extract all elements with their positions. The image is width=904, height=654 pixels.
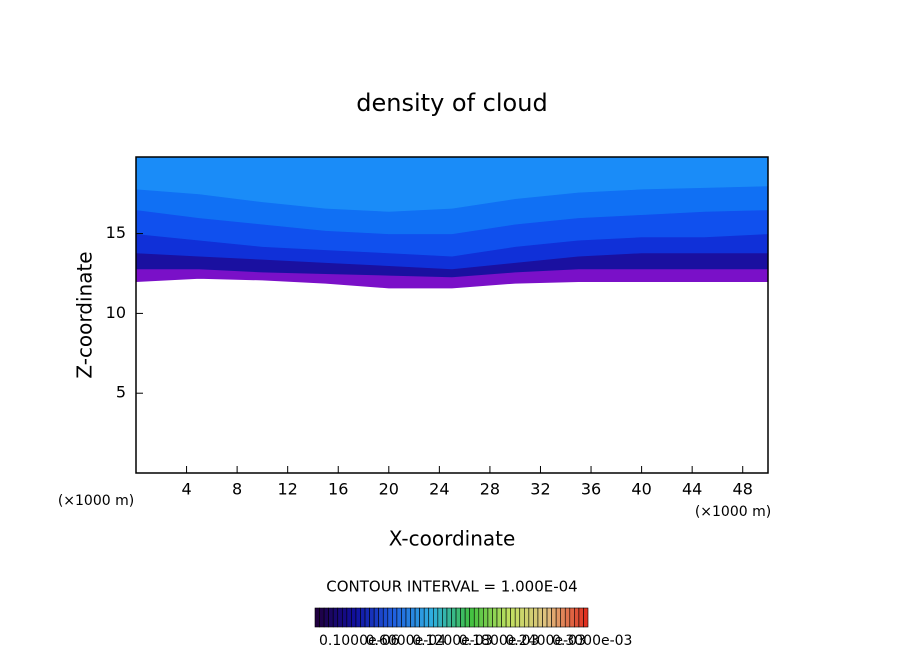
- colorbar-label: 0.6000e-04: [366, 633, 447, 649]
- colorbar-swatch: [501, 607, 507, 628]
- colorbar-swatch: [392, 607, 398, 628]
- y-tick-label: 10: [106, 303, 126, 322]
- colorbar-swatch: [555, 607, 562, 628]
- x-unit-label: (×1000 m): [695, 504, 771, 520]
- colorbar-swatch: [523, 607, 530, 628]
- colorbar-swatch: [464, 607, 470, 628]
- colorbar-swatch: [446, 607, 452, 628]
- x-tick-label: 20: [379, 480, 399, 499]
- colorbar-swatch: [419, 607, 425, 628]
- y-axis-label: Z-coordinate: [73, 251, 97, 378]
- colorbar-swatch: [451, 607, 457, 628]
- colorbar-swatch: [360, 607, 366, 628]
- chart-title: density of cloud: [356, 89, 547, 117]
- colorbar-swatch: [396, 607, 402, 628]
- colorbar-swatch: [442, 607, 448, 628]
- x-tick-label: 48: [733, 480, 753, 499]
- colorbar-swatch: [323, 607, 329, 628]
- colorbar-swatch: [478, 607, 484, 628]
- colorbar-swatch: [492, 607, 498, 628]
- x-tick-label: 28: [480, 480, 500, 499]
- x-tick-label: 16: [328, 480, 348, 499]
- colorbar-swatch: [578, 607, 584, 628]
- colorbar-swatch: [483, 607, 489, 628]
- colorbar-swatch: [373, 607, 379, 628]
- colorbar-swatch: [423, 607, 430, 628]
- colorbar-swatch: [560, 607, 566, 628]
- colorbar-swatch: [583, 607, 589, 628]
- x-tick-label: 40: [631, 480, 651, 499]
- colorbar-swatch: [487, 607, 493, 628]
- colorbar-swatch: [401, 607, 407, 628]
- colorbar-swatch: [437, 607, 443, 628]
- x-tick-label: 8: [232, 480, 242, 499]
- colorbar-swatch: [387, 607, 393, 628]
- colorbar-label: 0.2400e-03: [505, 633, 585, 649]
- colorbar-swatch: [319, 607, 325, 628]
- colorbar-label: 0.1000e-06: [319, 633, 400, 649]
- colorbar-swatch: [533, 607, 539, 628]
- contour-interval: CONTOUR INTERVAL = 1.000E-04: [326, 578, 577, 596]
- colorbar-swatch: [346, 607, 352, 628]
- x-tick-label: 24: [429, 480, 449, 499]
- colorbar-swatch: [410, 607, 416, 628]
- colorbar-swatch: [469, 607, 475, 628]
- colorbar-swatch: [355, 607, 361, 628]
- x-tick-label: 36: [581, 480, 601, 499]
- colorbar-swatch: [337, 607, 343, 628]
- colorbar-swatch: [551, 607, 557, 628]
- colorbar-swatch: [341, 607, 348, 628]
- colorbar-swatch: [537, 607, 543, 628]
- colorbar-swatch: [505, 607, 511, 628]
- x-tick-label: 32: [530, 480, 550, 499]
- colorbar-swatch: [432, 607, 439, 628]
- colorbar-swatch: [528, 607, 534, 628]
- colorbar-label: 0.3000e-03: [552, 633, 632, 649]
- colorbar-swatch: [546, 607, 552, 628]
- colorbar-swatch: [332, 607, 339, 628]
- colorbar-swatch: [542, 607, 548, 628]
- y-unit-label: (×1000 m): [58, 493, 134, 509]
- x-tick-label: 4: [181, 480, 191, 499]
- colorbar-swatch: [496, 607, 502, 628]
- colorbar-swatch: [460, 607, 466, 628]
- colorbar-swatch: [574, 607, 580, 628]
- colorbar-swatch: [514, 607, 521, 628]
- colorbar-swatch: [405, 607, 411, 628]
- colorbar-swatch: [378, 607, 384, 628]
- y-tick-label: 5: [116, 383, 126, 402]
- x-tick-label: 12: [278, 480, 298, 499]
- plot-frame: [135, 156, 769, 474]
- colorbar-swatch: [510, 607, 516, 628]
- y-tick-label: 15: [106, 223, 126, 242]
- colorbar-swatch: [455, 607, 461, 628]
- colorbar-swatch: [428, 607, 434, 628]
- colorbar-label: 0.1800e-03: [459, 633, 539, 649]
- colorbar-swatch: [564, 607, 571, 628]
- colorbar-swatch: [382, 607, 389, 628]
- colorbar-swatch: [473, 607, 480, 628]
- colorbar-swatch: [569, 607, 575, 628]
- colorbar-swatch: [369, 607, 375, 628]
- colorbar-swatch: [414, 607, 420, 628]
- x-axis-label: X-coordinate: [389, 527, 516, 551]
- colorbar-swatch: [519, 607, 525, 628]
- colorbar-swatch: [351, 607, 357, 628]
- colorbar-swatch: [314, 607, 320, 628]
- colorbar-swatch: [328, 607, 334, 628]
- x-tick-label: 44: [682, 480, 702, 499]
- colorbar-swatch: [364, 607, 370, 628]
- colorbar-label: 0.1200e-03: [412, 633, 492, 649]
